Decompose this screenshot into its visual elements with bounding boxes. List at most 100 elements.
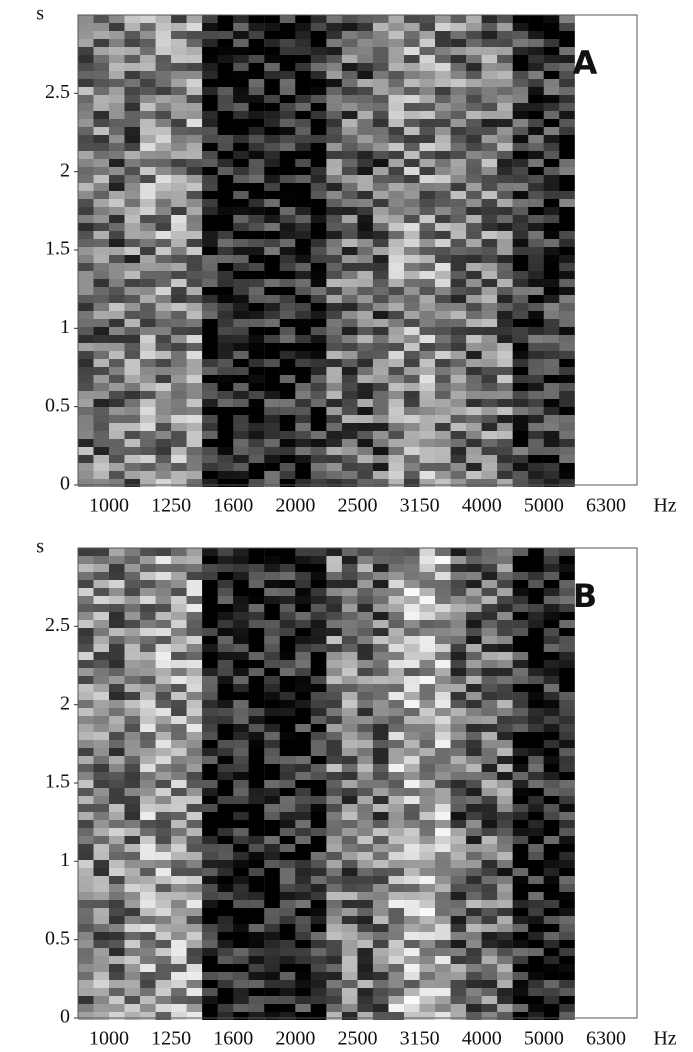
texture-cell	[280, 612, 296, 620]
texture-cell	[357, 876, 373, 884]
texture-cell	[264, 391, 280, 399]
texture-cell	[389, 604, 405, 612]
texture-cell	[451, 479, 467, 487]
texture-cell	[342, 351, 358, 359]
texture-cell	[187, 415, 203, 423]
texture-cell	[125, 948, 141, 956]
texture-cell	[497, 892, 512, 900]
texture-cell	[94, 692, 110, 700]
texture-cell	[326, 620, 342, 628]
texture-cell	[544, 820, 560, 828]
texture-cell	[373, 15, 389, 23]
texture-cell	[482, 375, 498, 383]
texture-cell	[125, 47, 141, 55]
texture-cell	[420, 167, 436, 175]
texture-cell	[420, 756, 436, 764]
texture-cell	[202, 652, 218, 660]
texture-cell	[311, 271, 327, 279]
texture-cell	[497, 271, 512, 279]
texture-cell	[528, 612, 544, 620]
texture-cell	[389, 431, 405, 439]
texture-cell	[435, 1012, 451, 1020]
texture-cell	[156, 39, 172, 47]
texture-cell	[125, 375, 141, 383]
texture-cell	[466, 79, 482, 87]
texture-cell	[94, 311, 110, 319]
texture-cell	[249, 988, 265, 996]
texture-cell	[280, 820, 296, 828]
texture-cell	[202, 604, 218, 612]
texture-cell	[125, 271, 141, 279]
texture-cell	[420, 1004, 436, 1012]
texture-cell	[94, 660, 110, 668]
texture-cell	[171, 572, 187, 580]
texture-cell	[218, 676, 234, 684]
texture-cell	[326, 628, 342, 636]
texture-cell	[187, 580, 203, 588]
texture-cell	[435, 215, 451, 223]
texture-cell	[482, 135, 498, 143]
texture-cell	[342, 391, 358, 399]
texture-cell	[171, 143, 187, 151]
texture-cell	[94, 343, 110, 351]
texture-cell	[497, 556, 512, 564]
texture-cell	[451, 636, 467, 644]
texture-cell	[482, 23, 498, 31]
texture-cell	[559, 191, 575, 199]
texture-cell	[125, 908, 141, 916]
texture-cell	[466, 940, 482, 948]
texture-cell	[404, 668, 420, 676]
texture-cell	[559, 311, 575, 319]
texture-cell	[420, 399, 436, 407]
texture-cell	[544, 223, 560, 231]
texture-cell	[435, 151, 451, 159]
texture-cell	[280, 239, 296, 247]
texture-cell	[140, 359, 156, 367]
texture-cell	[202, 628, 218, 636]
texture-cell	[156, 31, 172, 39]
texture-cell	[342, 343, 358, 351]
texture-cell	[187, 932, 203, 940]
texture-cell	[435, 143, 451, 151]
texture-cell	[94, 636, 110, 644]
texture-cell	[357, 103, 373, 111]
texture-cell	[295, 55, 311, 63]
texture-cell	[311, 788, 327, 796]
texture-cell	[357, 964, 373, 972]
texture-cell	[544, 263, 560, 271]
texture-cell	[497, 868, 512, 876]
texture-cell	[404, 175, 420, 183]
texture-cell	[404, 383, 420, 391]
texture-cell	[420, 231, 436, 239]
texture-cell	[280, 796, 296, 804]
texture-cell	[342, 724, 358, 732]
texture-cell	[171, 311, 187, 319]
texture-cell	[451, 572, 467, 580]
texture-cell	[140, 980, 156, 988]
texture-cell	[295, 884, 311, 892]
texture-cell	[451, 359, 467, 367]
texture-cell	[94, 143, 110, 151]
texture-cell	[187, 964, 203, 972]
texture-cell	[482, 844, 498, 852]
texture-cell	[528, 652, 544, 660]
texture-cell	[342, 852, 358, 860]
texture-cell	[311, 367, 327, 375]
texture-cell	[125, 956, 141, 964]
texture-cell	[78, 407, 94, 415]
texture-cell	[497, 676, 512, 684]
texture-cell	[264, 556, 280, 564]
texture-cell	[466, 55, 482, 63]
texture-cell	[264, 87, 280, 95]
texture-cell	[187, 391, 203, 399]
texture-cell	[466, 844, 482, 852]
texture-cell	[497, 63, 512, 71]
x-tick-label: 4000	[462, 495, 502, 517]
texture-cell	[373, 1012, 389, 1020]
texture-cell	[466, 748, 482, 756]
texture-cell	[451, 580, 467, 588]
texture-cell	[264, 1012, 280, 1020]
texture-cell	[78, 740, 94, 748]
texture-cell	[280, 580, 296, 588]
texture-cell	[311, 335, 327, 343]
